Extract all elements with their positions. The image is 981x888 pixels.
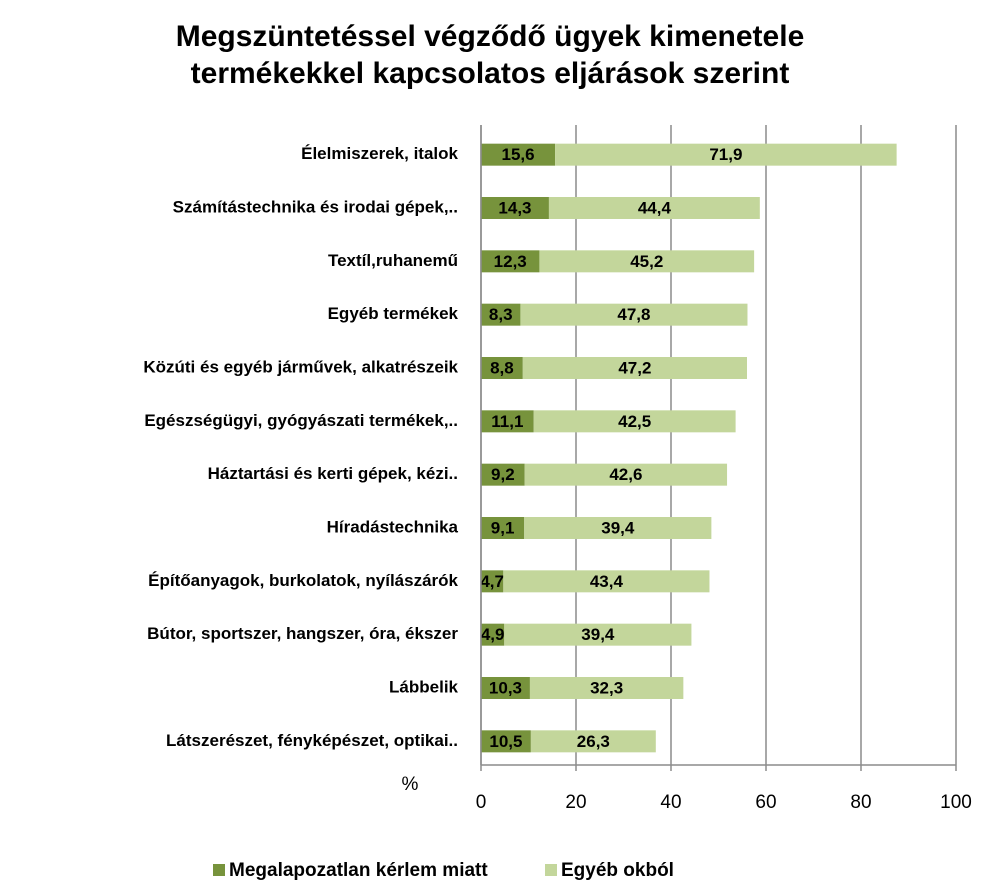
x-axis-label: % (402, 774, 419, 795)
x-tick-label: 40 (660, 792, 681, 813)
data-label: 8,3 (489, 305, 513, 324)
data-label: 47,8 (617, 305, 650, 324)
data-label: 42,5 (618, 412, 651, 431)
bar-segment (481, 623, 505, 646)
data-label: 10,3 (489, 678, 522, 697)
x-tick-label: 60 (755, 792, 776, 813)
y-tick-label: Látszerészet, fényképészet, optikai.. (166, 731, 458, 750)
data-label: 15,6 (502, 145, 535, 164)
bar-segment (481, 570, 504, 593)
x-tick-label: 20 (565, 792, 586, 813)
y-tick-label: Egyéb termékek (328, 304, 459, 323)
data-label: 26,3 (577, 732, 610, 751)
data-label: 71,9 (709, 145, 742, 164)
bar-segment (529, 677, 684, 699)
data-label: 9,2 (491, 465, 515, 484)
data-label: 39,4 (581, 625, 615, 644)
bar-segment (524, 517, 712, 539)
bar-segment (481, 730, 531, 753)
data-label: 9,1 (491, 518, 515, 537)
bar-segment (520, 303, 748, 326)
bar-segment (481, 357, 523, 379)
data-label: 8,8 (490, 358, 514, 377)
bar-segment (548, 197, 760, 219)
y-tick-label: Egészségügyi, gyógyászati termékek,.. (144, 411, 458, 430)
data-label: 32,3 (590, 678, 623, 697)
y-tick-label: Lábbelik (389, 677, 459, 696)
bar-segment (503, 570, 710, 593)
bar-segment (533, 410, 736, 433)
data-label: 42,6 (609, 465, 642, 484)
y-tick-label: Építőanyagok, burkolatok, nyílászárók (148, 571, 458, 590)
y-tick-label: Híradástechnika (327, 517, 459, 536)
bar-segment (524, 463, 728, 486)
x-tick-label: 80 (850, 792, 871, 813)
legend-swatch (213, 864, 225, 876)
x-tick-label: 100 (940, 792, 972, 813)
bar-segment (481, 143, 556, 166)
bar-segment (481, 517, 525, 539)
bar-segment (481, 410, 534, 433)
data-label: 11,1 (491, 412, 523, 431)
legend-swatch (545, 864, 557, 876)
data-label: 14,3 (498, 198, 531, 217)
data-label: 10,5 (489, 732, 522, 751)
bar-segment (481, 303, 521, 326)
data-label: 44,4 (638, 198, 672, 217)
data-label: 4,9 (481, 625, 505, 644)
bar-segment (481, 463, 525, 486)
bar-segment (530, 730, 656, 753)
legend-label: Egyéb okból (561, 860, 674, 881)
x-tick-label: 0 (476, 792, 487, 813)
data-label: 39,4 (601, 518, 635, 537)
y-tick-label: Számítástechnika és irodai gépek,.. (173, 197, 458, 216)
bar-segment (504, 623, 692, 646)
bar-segment (481, 197, 549, 219)
data-label: 43,4 (590, 572, 624, 591)
y-tick-label: Élelmiszerek, italok (301, 144, 458, 163)
data-label: 45,2 (630, 252, 663, 271)
bar-segment (481, 250, 540, 273)
chart-title: termékekkel kapcsolatos eljárások szerin… (191, 57, 790, 90)
data-label: 47,2 (618, 358, 651, 377)
bar-segment (481, 677, 530, 699)
y-tick-label: Közúti és egyéb járművek, alkatrészeik (143, 357, 458, 376)
y-tick-label: Textíl,ruhanemű (328, 251, 458, 270)
bar-segment (539, 250, 755, 273)
chart-title: Megszüntetéssel végződő ügyek kimenetele (176, 20, 805, 53)
legend-label: Megalapozatlan kérlem miatt (229, 860, 488, 881)
bar-segment (555, 143, 897, 166)
data-label: 4,7 (480, 572, 504, 591)
y-tick-label: Háztartási és kerti gépek, kézi.. (208, 464, 458, 483)
bar-segment (522, 357, 747, 379)
data-label: 12,3 (494, 252, 527, 271)
y-tick-label: Bútor, sportszer, hangszer, óra, ékszer (147, 624, 458, 643)
